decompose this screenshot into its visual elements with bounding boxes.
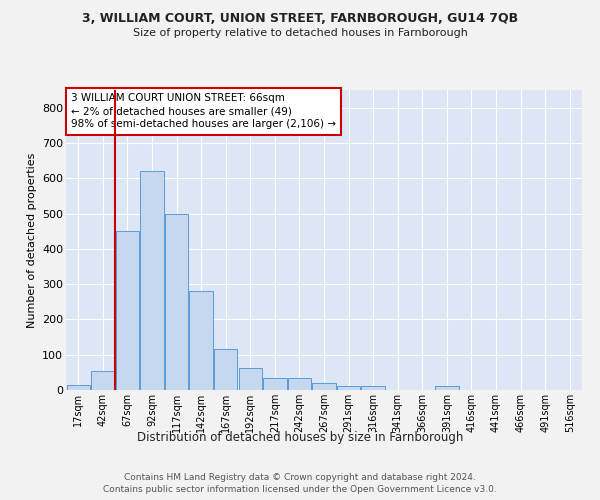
Text: Contains HM Land Registry data © Crown copyright and database right 2024.: Contains HM Land Registry data © Crown c… [124,472,476,482]
Text: 3 WILLIAM COURT UNION STREET: 66sqm
← 2% of detached houses are smaller (49)
98%: 3 WILLIAM COURT UNION STREET: 66sqm ← 2%… [71,93,336,130]
Bar [165,214,188,390]
Bar [288,378,311,390]
Bar [67,386,90,390]
Bar [361,386,385,390]
Bar [337,386,360,390]
Bar [435,386,458,390]
Text: Contains public sector information licensed under the Open Government Licence v3: Contains public sector information licen… [103,485,497,494]
Bar [214,350,238,390]
Bar [190,291,213,390]
Text: Size of property relative to detached houses in Farnborough: Size of property relative to detached ho… [133,28,467,38]
Bar [239,368,262,390]
Bar [91,370,115,390]
Text: 3, WILLIAM COURT, UNION STREET, FARNBOROUGH, GU14 7QB: 3, WILLIAM COURT, UNION STREET, FARNBORO… [82,12,518,26]
Text: Distribution of detached houses by size in Farnborough: Distribution of detached houses by size … [137,431,463,444]
Y-axis label: Number of detached properties: Number of detached properties [26,152,37,328]
Bar [263,378,287,390]
Bar [140,171,164,390]
Bar [313,383,335,390]
Bar [116,231,139,390]
